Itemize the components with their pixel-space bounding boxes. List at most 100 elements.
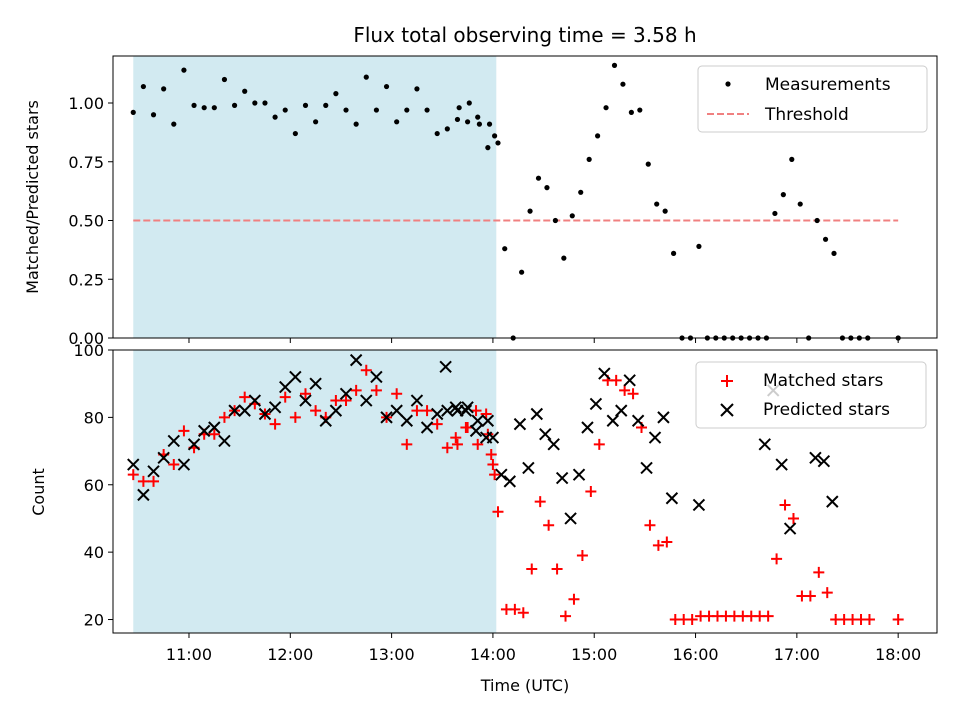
matched-star-point: [299, 388, 311, 400]
legend-frame: [697, 65, 928, 133]
matched-star-point: [526, 563, 538, 575]
predicted-star-point: [459, 404, 473, 417]
data-point: [696, 243, 702, 249]
matched-star-point: [627, 388, 639, 400]
matched-star-point: [576, 550, 588, 562]
data-point: [150, 112, 157, 118]
data-point: [814, 217, 820, 224]
predicted-star-point: [826, 495, 839, 508]
predicted-star-point: [581, 421, 594, 434]
x-tick-label: 15:00: [571, 645, 617, 664]
matched-star-point: [492, 506, 504, 518]
matched-star-point: [460, 421, 472, 433]
y-axis-label: Count: [29, 468, 48, 516]
data-point: [466, 100, 472, 106]
matched-star-point: [644, 519, 656, 531]
predicted-star-point: [360, 394, 373, 407]
matched-star-point: [127, 469, 139, 481]
predicted-star-point: [289, 370, 302, 384]
matched-star-point: [661, 536, 673, 548]
x-tick-label: 11:00: [166, 645, 212, 664]
matched-star-point: [619, 384, 631, 396]
matched-star-point: [350, 384, 362, 396]
chart-title: Flux total observing time = 3.58 h: [353, 23, 696, 47]
y-tick-label: 1.00: [68, 94, 104, 113]
predicted-star-point: [441, 404, 454, 417]
predicted-star-point: [775, 458, 788, 471]
legend-label-predicted: Predicted stars: [763, 400, 890, 420]
predicted-star-point: [461, 401, 474, 414]
predicted-star-point: [555, 471, 569, 485]
predicted-star-point: [665, 492, 679, 505]
predicted-star-point: [564, 512, 577, 525]
predicted-star-point: [339, 387, 353, 401]
matched-star-point: [787, 512, 799, 524]
y-tick-label: 80: [84, 408, 104, 427]
data-point: [654, 201, 660, 207]
data-point: [171, 121, 177, 127]
data-point: [414, 86, 420, 92]
data-point: [181, 67, 187, 73]
data-point: [780, 192, 786, 198]
matched-star-point: [431, 418, 443, 430]
matched-star-point: [137, 475, 149, 487]
predicted-star-point: [400, 414, 414, 427]
data-point: [323, 102, 329, 108]
data-point: [161, 86, 167, 92]
data-point: [611, 62, 618, 68]
matched-star-point: [450, 432, 462, 444]
data-point: [492, 133, 498, 139]
predicted-star-point: [522, 461, 535, 475]
predicted-star-point: [783, 522, 797, 535]
predicted-star-point: [329, 404, 343, 417]
matched-star-point: [652, 539, 664, 551]
predicted-star-point: [208, 421, 221, 434]
matched-star-point: [509, 603, 521, 615]
count-plot: 20 40 60 80 100 11:00 12:00 13:00 14:00 15:00 16:…: [29, 341, 938, 695]
matched-star-point: [411, 405, 423, 417]
predicted-star-point: [258, 407, 272, 421]
data-point: [130, 109, 136, 115]
matched-star-point: [543, 519, 555, 531]
predicted-star-point: [370, 370, 383, 384]
matched-star-point: [771, 553, 783, 565]
matched-star-point: [218, 411, 230, 423]
y-tick-label: 20: [84, 611, 104, 630]
data-point: [620, 81, 626, 87]
predicted-star-point: [530, 407, 544, 421]
data-point: [140, 83, 146, 90]
data-point: [242, 88, 248, 94]
x-axis-ticks: [188, 338, 899, 343]
measurement-points: [130, 62, 901, 341]
data-point: [628, 109, 634, 115]
predicted-star-point: [349, 353, 363, 367]
predicted-star-point: [495, 468, 508, 481]
legend-frame: [695, 361, 927, 429]
x-tick-label: 14:00: [470, 645, 516, 664]
data-point: [373, 107, 380, 113]
data-point: [670, 250, 677, 256]
x-axis-label: Time (UTC): [480, 676, 569, 695]
data-point: [456, 105, 462, 111]
matched-star-point: [485, 448, 497, 460]
predicted-star-point: [648, 431, 662, 444]
predicted-star-point: [218, 434, 231, 448]
data-point: [544, 185, 550, 191]
predicted-star-point: [486, 431, 500, 444]
matched-star-point: [391, 388, 403, 400]
predicted-star-point: [623, 374, 636, 387]
matched-star-point: [279, 391, 291, 403]
matched-star-point: [551, 563, 563, 575]
data-point: [495, 140, 501, 146]
predicted-star-point: [513, 417, 527, 431]
plot-frame: [112, 55, 938, 339]
x-tick-label: 12:00: [267, 645, 313, 664]
data-point: [353, 121, 359, 127]
predicted-star-point: [420, 421, 434, 434]
predicted-stars-points: [127, 353, 839, 535]
matched-star-point: [370, 384, 382, 396]
predicted-star-point: [197, 424, 211, 438]
predicted-star-point: [157, 451, 170, 465]
predicted-star-point: [127, 458, 140, 471]
